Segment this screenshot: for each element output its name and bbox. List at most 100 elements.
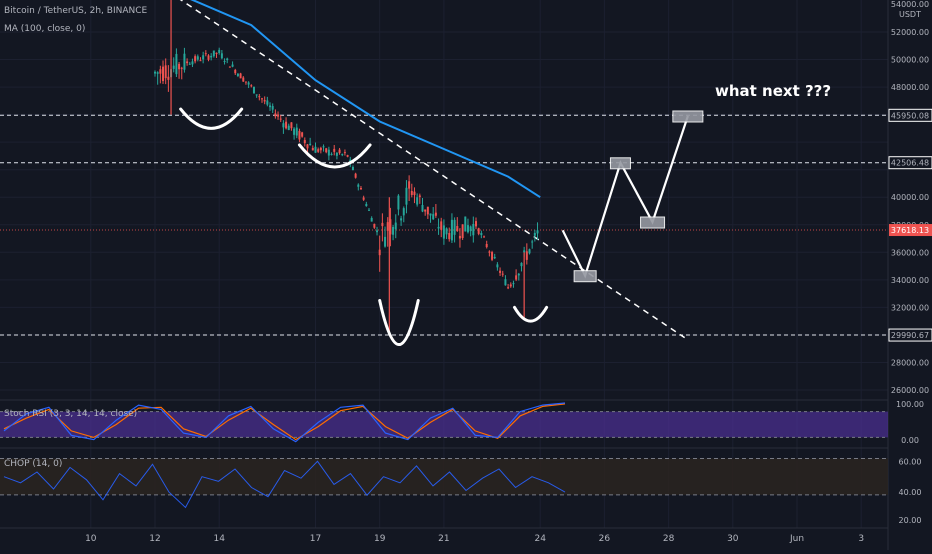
date-tick: Jun: [789, 534, 804, 544]
candle-body: [501, 273, 504, 275]
candle-body: [397, 195, 400, 210]
candle-body: [499, 270, 502, 273]
candle-body: [341, 154, 344, 156]
candle-body: [306, 144, 309, 149]
candle-body: [338, 149, 341, 154]
bottom-arc: [179, 107, 244, 130]
candle-body: [536, 230, 539, 234]
candle-body: [368, 209, 370, 211]
candle-body: [258, 96, 261, 98]
last-price-box: [889, 224, 932, 237]
candle-body: [188, 63, 191, 65]
candle-body: [271, 106, 274, 110]
candle-body: [325, 148, 328, 153]
stoch-band-fill: [0, 411, 888, 438]
candle-body: [159, 69, 162, 74]
candle-body: [319, 147, 322, 151]
candle-body: [515, 275, 518, 280]
candle-body: [520, 262, 523, 267]
candle-body: [458, 235, 461, 239]
candle-body: [207, 55, 210, 60]
chop-tick: 60.00: [899, 457, 922, 466]
candle-body: [314, 146, 317, 153]
candle-body: [255, 94, 258, 96]
last-price-label: 37618.13: [891, 226, 929, 235]
bottom-arc: [297, 143, 372, 169]
ma-100-line: [190, 0, 541, 199]
candle-body: [309, 143, 312, 146]
candle-body: [327, 149, 330, 156]
candle-body: [194, 56, 197, 62]
chop-title: CHOP (14, 0): [4, 459, 63, 469]
candle-body: [373, 223, 376, 228]
candle-body: [242, 77, 245, 82]
candle-body: [317, 149, 320, 152]
candle-body: [416, 197, 419, 205]
time-axis[interactable]: 10 12 14 17 19 21 24 26 28 30 Jun 3: [85, 534, 864, 544]
candle-body: [381, 222, 384, 227]
candle-body: [164, 65, 167, 79]
candle-body: [287, 125, 290, 131]
symbol-title: Bitcoin / TetherUS, 2h, BINANCE: [4, 6, 148, 16]
candle-body: [357, 184, 360, 187]
candle-body: [196, 56, 199, 60]
projection-path[interactable]: [561, 110, 704, 283]
chop-legend[interactable]: CHOP (14, 0): [4, 459, 67, 469]
price-tick: 26000.00: [891, 386, 929, 395]
candle-body: [523, 250, 526, 253]
stoch-legend[interactable]: Stoch RSI (3, 3, 14, 14, close): [4, 409, 142, 419]
candle-body: [509, 284, 512, 287]
annotation-text: what next ???: [715, 82, 831, 100]
candle-body: [295, 127, 298, 136]
candle-body: [263, 100, 266, 102]
candle-body: [483, 236, 486, 238]
candle-body: [359, 188, 362, 190]
candle-body: [351, 166, 354, 171]
candle-body: [413, 191, 416, 196]
candle-body: [293, 128, 296, 135]
candle-body: [250, 85, 253, 87]
date-tick: 14: [213, 534, 225, 544]
candle-body: [464, 216, 467, 232]
candle-body: [199, 60, 202, 62]
candle-body: [210, 55, 213, 58]
price-tick: 34000.00: [891, 276, 929, 285]
candle-body: [191, 61, 194, 65]
candle-body: [504, 279, 507, 286]
candle-body: [212, 50, 215, 57]
level-label-box: [888, 108, 932, 122]
candle-body: [466, 225, 469, 233]
candle-body: [290, 122, 293, 129]
descending-trendline[interactable]: [177, 0, 686, 339]
candle-body: [450, 219, 453, 241]
candle-body: [220, 53, 223, 59]
candle-body: [279, 118, 282, 120]
candle-body: [204, 53, 207, 55]
candle-body: [285, 121, 288, 129]
price-axis-bg: [889, 0, 932, 550]
candle-body: [333, 148, 336, 152]
candle-body: [421, 204, 424, 212]
candle-body: [269, 105, 272, 108]
candle-body: [488, 251, 491, 253]
level-label: 45950.08: [891, 111, 929, 120]
chop-tick: 40.00: [899, 488, 922, 497]
candle-body: [365, 203, 368, 207]
stoch-tick: 100.00: [896, 400, 924, 409]
symbol-legend[interactable]: Bitcoin / TetherUS, 2h, BINANCE: [4, 6, 152, 16]
candle-body: [231, 64, 234, 67]
candle-body: [156, 72, 159, 74]
candle-body: [226, 58, 229, 61]
date-tick: 12: [149, 534, 160, 544]
ma-legend[interactable]: MA (100, close, 0): [4, 24, 90, 34]
price-tick: 50000.00: [891, 56, 929, 65]
price-tick: 28000.00: [891, 358, 929, 367]
candle-body: [424, 209, 427, 212]
candle-body: [180, 67, 183, 69]
projection-box: [672, 110, 704, 123]
candle-body: [311, 147, 314, 151]
projection-box: [640, 216, 666, 229]
candle-body: [410, 190, 413, 195]
